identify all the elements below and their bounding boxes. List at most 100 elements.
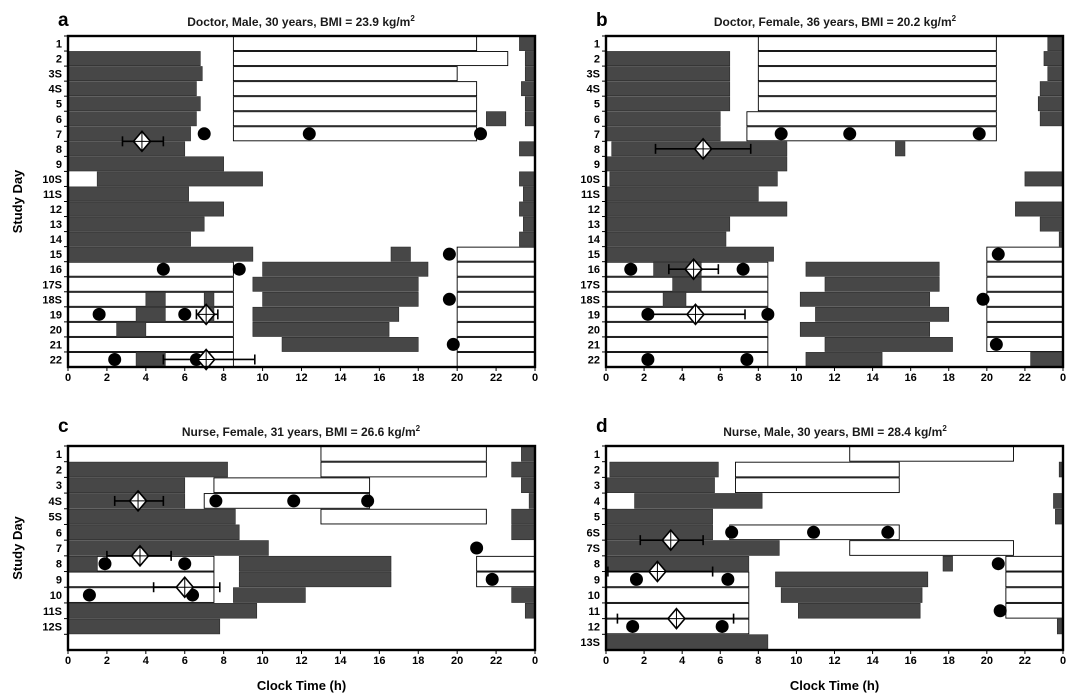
wake-bar [524, 111, 536, 127]
wake-bar [605, 524, 713, 541]
y-tick-label: 22 [50, 354, 62, 366]
y-tick-label: 11 [588, 606, 600, 618]
y-tick-label: 12 [50, 204, 62, 216]
y-tick-label: 7 [56, 543, 62, 555]
x-tick-label: 18 [412, 372, 424, 384]
y-tick-label: 7S [587, 543, 600, 555]
panel-b: 123S4S5678910S11S121314151617S18S1920212… [580, 10, 1066, 384]
sleep-bar [67, 336, 234, 352]
x-tick-label: 0 [532, 655, 538, 667]
wake-bar [521, 477, 536, 493]
y-tick-label: 9 [56, 574, 62, 586]
x-tick-label: 6 [717, 655, 723, 667]
wake-bar [824, 337, 953, 352]
y-tick-label: 10 [588, 590, 600, 602]
sleep-bar [67, 321, 234, 337]
x-tick-label: 2 [641, 655, 647, 667]
wake-bar [135, 306, 166, 322]
x-tick-label: 0 [1060, 372, 1066, 384]
y-tick-label: 5 [594, 512, 600, 524]
x-tick-label: 8 [221, 372, 227, 384]
wake-bar [672, 276, 702, 292]
y-tick-label: 7 [56, 129, 62, 141]
wake-bar [67, 51, 201, 66]
meal-dot [178, 557, 192, 571]
wake-bar [942, 555, 953, 572]
wake-bar [1039, 81, 1064, 97]
y-tick-label: 18S [580, 294, 600, 306]
wake-bar [895, 141, 906, 157]
x-axis-label: Clock Time (h) [257, 678, 346, 693]
wake-bar [605, 201, 788, 217]
y-tick-label: 9 [56, 159, 62, 171]
y-tick-label: 3 [594, 480, 600, 492]
y-tick-label: 3S [49, 69, 62, 81]
wake-bar [799, 321, 931, 337]
marker-diamond [121, 130, 165, 153]
y-tick-label: 5S [49, 512, 62, 524]
panel-title: Nurse, Male, 30 years, BMI = 28.4 kg/m2 [723, 424, 947, 439]
sleep-bar [735, 477, 900, 494]
sleep-bar [213, 477, 371, 494]
x-tick-label: 6 [182, 655, 188, 667]
x-tick-label: 8 [755, 372, 761, 384]
panel-letter: b [596, 10, 608, 31]
wake-bar [609, 171, 778, 187]
wake-bar [67, 618, 221, 635]
sleep-bar [605, 291, 769, 307]
y-tick-label: 20 [588, 324, 600, 336]
wake-bar [67, 186, 189, 202]
x-tick-label: 4 [143, 655, 150, 667]
y-tick-label: 14 [588, 234, 601, 246]
wake-bar [521, 446, 536, 462]
sleep-bar [456, 276, 536, 292]
x-tick-label: 20 [451, 372, 463, 384]
x-tick-label: 16 [905, 372, 917, 384]
x-tick-label: 16 [905, 655, 917, 667]
wake-bar [238, 555, 392, 572]
x-tick-label: 2 [641, 372, 647, 384]
wake-bar [805, 352, 883, 367]
x-tick-label: 10 [256, 655, 268, 667]
x-tick-label: 22 [1019, 372, 1031, 384]
panel-title: Nurse, Female, 31 years, BMI = 26.6 kg/m… [182, 424, 421, 439]
sleep-bar [456, 291, 536, 307]
y-tick-label: 2 [56, 465, 62, 477]
sleep-bar [232, 36, 478, 51]
panel-letter: c [58, 416, 69, 437]
wake-bar [799, 291, 931, 307]
marker-diamond [607, 560, 714, 583]
wake-bar [521, 81, 536, 97]
x-axis-label: Clock Time (h) [790, 678, 879, 693]
meal-dot [209, 494, 223, 508]
wake-bar [252, 321, 390, 337]
wake-bar [523, 186, 536, 202]
x-tick-label: 8 [221, 655, 227, 667]
x-tick-label: 0 [532, 372, 538, 384]
sleep-bar [456, 306, 536, 322]
wake-bar [116, 321, 147, 337]
y-tick-label: 11S [581, 189, 600, 201]
wake-bar [1053, 493, 1064, 509]
wake-bar [67, 555, 98, 572]
wake-bar [815, 306, 950, 322]
y-tick-label: 20 [50, 324, 62, 336]
wake-bar [238, 571, 392, 588]
y-tick-label: 8 [56, 559, 62, 571]
y-tick-label: 4 [594, 496, 601, 508]
wake-bar [1047, 66, 1064, 82]
wake-bar [605, 540, 780, 556]
meal-dot [197, 127, 211, 141]
wake-bar [67, 111, 197, 127]
x-tick-label: 20 [451, 655, 463, 667]
wake-bar [605, 231, 727, 247]
sleep-bar [757, 81, 997, 97]
wake-bar [775, 571, 929, 588]
meal-dot [156, 262, 170, 276]
wake-bar [67, 524, 240, 541]
wake-bar [524, 51, 536, 66]
panel-title: Doctor, Male, 30 years, BMI = 23.9 kg/m2 [187, 14, 415, 29]
x-tick-label: 0 [603, 372, 609, 384]
x-tick-label: 16 [373, 655, 385, 667]
